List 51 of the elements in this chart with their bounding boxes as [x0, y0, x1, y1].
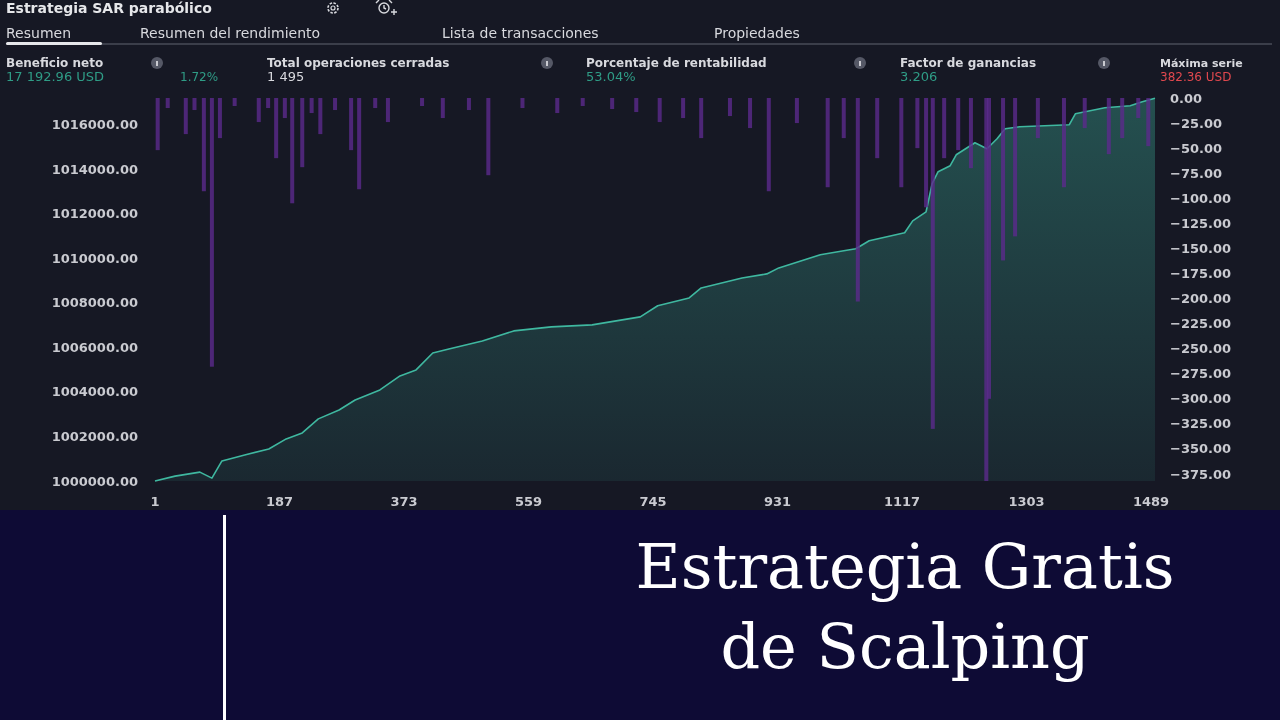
- x-tick-label: 373: [390, 494, 418, 509]
- text: 1.72%: [180, 70, 219, 84]
- y2-tick-label: −100.00: [1170, 190, 1232, 206]
- text: 3.206: [900, 69, 938, 84]
- y-tick-label: 1014000.00: [51, 161, 138, 177]
- y2-tick-label: −125.00: [1170, 215, 1232, 231]
- text: Lista de transacciones: [442, 25, 599, 41]
- y2-tick-label: −225.00: [1170, 316, 1232, 332]
- text: 1 495: [267, 69, 305, 84]
- y-tick-label: 1006000.00: [51, 339, 138, 355]
- text: Factor de ganancias: [900, 56, 1037, 70]
- text: 17 192.96 USD: [6, 69, 105, 84]
- y2-tick-label: −375.00: [1170, 466, 1232, 482]
- y2-tick-label: −175.00: [1170, 266, 1232, 282]
- y2-tick-label: −50.00: [1170, 140, 1223, 156]
- y2-tick-label: −250.00: [1170, 341, 1232, 357]
- text: 53.04%: [586, 69, 636, 84]
- y2-tick-label: −325.00: [1170, 416, 1232, 432]
- x-tick-label: 1303: [1008, 494, 1045, 509]
- y-tick-label: 1016000.00: [51, 117, 138, 133]
- text: Estrategia Gratis de Scalping: [635, 530, 1175, 683]
- text: Máxima serie: [1160, 57, 1243, 70]
- x-tick-label: 187: [265, 494, 294, 509]
- text: Porcentaje de rentabilidad: [586, 56, 767, 70]
- y-tick-label: 1002000.00: [51, 429, 138, 445]
- x-tick-label: 1489: [1132, 494, 1170, 509]
- y2-tick-label: −75.00: [1170, 165, 1223, 181]
- text: Resumen del rendimiento: [140, 25, 321, 41]
- y2-tick-label: −275.00: [1170, 366, 1232, 382]
- text: Total operaciones cerradas: [267, 56, 450, 70]
- y2-tick-label: −350.00: [1170, 441, 1232, 457]
- y-tick-label: 1010000.00: [51, 250, 138, 266]
- y-tick-label: 1012000.00: [51, 206, 138, 222]
- x-tick-label: 559: [514, 494, 543, 509]
- x-tick-label: 1: [150, 494, 160, 509]
- text: Beneficio neto: [6, 56, 104, 70]
- x-tick-label: 1117: [883, 494, 921, 509]
- chart-title: Estrategia SAR parabólico: [6, 0, 213, 16]
- text: Propiedades: [714, 25, 800, 41]
- y2-tick-label: 0.00: [1170, 90, 1203, 106]
- y2-tick-label: −150.00: [1170, 240, 1232, 256]
- text: Resumen: [6, 25, 72, 41]
- text: 382.36 USD: [1160, 70, 1232, 84]
- x-tick-label: 745: [639, 494, 667, 509]
- y-tick-label: 1008000.00: [51, 295, 138, 311]
- y2-tick-label: −25.00: [1170, 115, 1223, 131]
- y-tick-label: 1000000.00: [51, 473, 138, 489]
- x-tick-label: 931: [763, 494, 792, 509]
- y2-tick-label: −300.00: [1170, 391, 1232, 407]
- y2-tick-label: −200.00: [1170, 291, 1232, 307]
- y-tick-label: 1004000.00: [51, 384, 138, 400]
